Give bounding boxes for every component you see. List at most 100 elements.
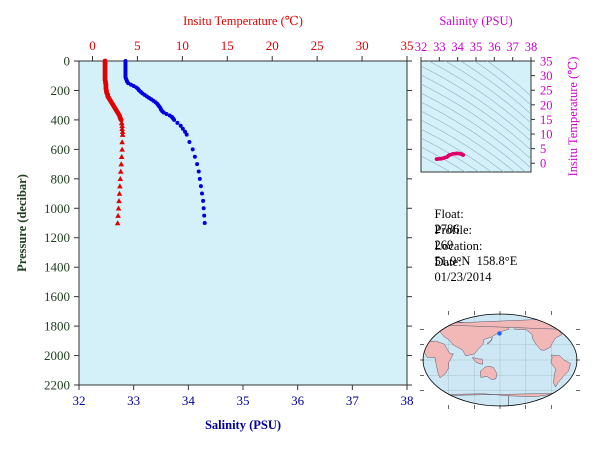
temperature-point: [118, 161, 125, 167]
profile-plot-area: [78, 60, 408, 386]
salinity-tick-label: 36: [291, 393, 305, 408]
pressure-tick-label: 1800: [44, 319, 70, 334]
map-landmass: [471, 357, 484, 365]
salinity-tick-label: 37: [346, 393, 360, 408]
ts-salinity-axis-title: Salinity (PSU): [439, 14, 512, 28]
temperature-point: [118, 120, 125, 126]
pressure-tick-label: 1200: [44, 230, 70, 245]
salinity-tick-label: 33: [127, 393, 140, 408]
salinity-tick-label: 32: [73, 393, 86, 408]
profile-ticks: [74, 56, 412, 390]
salinity-point: [201, 206, 206, 211]
pressure-tick-label: 2200: [44, 378, 70, 393]
ts-temperature-axis-title: Insitu Temperature (℃): [566, 57, 580, 177]
ts-salinity-tick-label: 33: [433, 40, 446, 54]
temperature-tick-label: 25: [311, 38, 324, 53]
density-contour: [421, 74, 531, 151]
density-contour: [421, 65, 531, 142]
ts-marks: [434, 151, 466, 162]
ts-temperature-tick-label: 15: [540, 113, 553, 127]
pressure-tick-label: 800: [51, 171, 71, 186]
density-contour: [421, 119, 504, 172]
density-contour: [428, 61, 531, 133]
density-contour: [444, 61, 531, 124]
profile-value: 269: [434, 238, 454, 252]
profile-tick-labels: 0 5 10 15 20 25 30 35 32 33 34 35 36 37 38 0 200 400 600 80…: [44, 38, 414, 408]
world-map: [420, 311, 580, 409]
date-info: Date: 01/23/2014: [422, 240, 492, 300]
ts-temperature-tick-label: 5: [540, 142, 546, 156]
pressure-tick-label: 400: [51, 112, 71, 127]
salinity-point: [187, 140, 192, 144]
ts-salinity-tick-label: 32: [415, 40, 428, 54]
temperature-point: [116, 198, 122, 204]
profile-chart: 0 5 10 15 20 25 30 35 32 33 34 35 36 37 38 0 200 400 600 80…: [15, 14, 414, 432]
temperature-point: [115, 205, 122, 211]
salinity-tick-label: 35: [237, 393, 250, 408]
pressure-tick-label: 2000: [44, 348, 70, 363]
density-contour: [421, 92, 531, 169]
map-landmass: [439, 321, 509, 357]
temperature-point: [119, 128, 126, 134]
date-value: 01/23/2014: [434, 270, 492, 284]
temperature-point: [115, 212, 121, 218]
salinity-point: [201, 198, 206, 203]
salinity-point: [192, 154, 197, 159]
float-label: Float:: [434, 207, 464, 221]
temperature-point: [119, 139, 125, 145]
ts-salinity-tick-label: 35: [470, 40, 483, 54]
temperature-tick-label: 15: [221, 38, 234, 53]
salinity-point: [175, 120, 180, 125]
map-landmass: [486, 336, 493, 345]
ts-temperature-tick-label: 30: [540, 69, 553, 83]
density-contour: [473, 61, 531, 106]
salinity-point: [190, 147, 195, 152]
float-info: Float: 2786: [422, 192, 464, 252]
temperature-tick-label: 5: [134, 38, 141, 53]
ts-salinity-tick-label: 36: [488, 40, 501, 54]
float-value: 2786: [434, 222, 460, 236]
salinity-point: [184, 132, 189, 137]
salinity-point: [200, 191, 204, 196]
salinity-point: [195, 162, 200, 167]
pressure-axis-title: Pressure (decibar): [15, 174, 29, 272]
ts-salinity-tick-label: 38: [525, 40, 538, 54]
temperature-point: [116, 190, 123, 196]
temperature-tick-label: 35: [401, 38, 414, 53]
ts-temperature-tick-label: 0: [540, 157, 546, 171]
density-contour: [421, 155, 452, 172]
temperature-axis-title: Insitu Temperature (℃): [183, 14, 303, 28]
salinity-point: [202, 213, 207, 218]
ts-point: [461, 153, 466, 157]
temperature-tick-label: 30: [356, 38, 369, 53]
pressure-tick-label: 1600: [44, 289, 70, 304]
density-contour: [421, 101, 526, 172]
ts-ticks: [420, 57, 535, 164]
temperature-tick-label: 10: [176, 38, 189, 53]
density-contour: [421, 137, 480, 172]
salinity-point: [202, 221, 207, 225]
date-label: Date:: [434, 255, 462, 269]
ts-salinity-tick-label: 37: [506, 40, 519, 54]
density-contour: [421, 146, 466, 172]
salinity-point: [172, 117, 177, 122]
temperature-point: [119, 131, 126, 137]
density-contours: [421, 61, 531, 172]
salinity-point: [197, 176, 202, 181]
ts-temperature-tick-label: 20: [540, 98, 553, 112]
ts-temperature-tick-label: 35: [540, 55, 553, 69]
pressure-tick-label: 600: [51, 142, 71, 157]
location-info: Location: 51.9°N 158.8°E: [422, 224, 518, 284]
density-contour: [421, 128, 493, 172]
temperature-tick-label: 20: [266, 38, 279, 53]
temperature-point: [117, 183, 123, 189]
salinity-point: [183, 129, 188, 134]
salinity-tick-label: 38: [401, 393, 414, 408]
map-landmass: [480, 365, 498, 380]
salinity-tick-label: 34: [182, 393, 196, 408]
profile-label: Profile:: [434, 223, 473, 237]
pressure-tick-label: 200: [51, 83, 71, 98]
